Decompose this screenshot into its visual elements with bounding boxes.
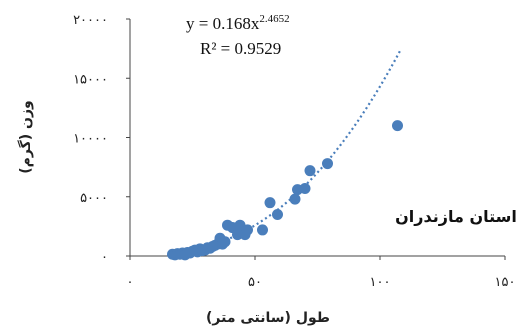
data-point [322, 158, 333, 170]
x-axis-title: طول (سانتی متر) [206, 310, 330, 326]
data-point [289, 193, 301, 205]
data-point [242, 224, 253, 236]
x-tick-label: ۰ [127, 275, 134, 290]
y-axis-title: وزن (گرم) [17, 100, 34, 174]
y-tick-label: ۱۵۰۰۰ [73, 72, 108, 87]
y-tick-label: ۱۰۰۰۰ [73, 132, 108, 147]
y-tick-label: ۵۰۰۰ [80, 191, 108, 206]
trendline-equation: y = 0.168x2.4652 [186, 13, 290, 33]
data-point [219, 236, 231, 248]
data-point [392, 120, 403, 132]
data-points [167, 120, 403, 261]
data-point [257, 224, 268, 236]
x-tick-label: ۵۰ [248, 275, 262, 290]
power-trendline [172, 50, 401, 255]
data-point [272, 209, 283, 221]
x-tick-label: ۱۵۰ [495, 275, 516, 290]
y-tick-label: ۰ [101, 250, 108, 265]
y-tick-label: ۲۰۰۰۰ [73, 13, 108, 28]
x-tick-labels: ۰ ۵۰ ۱۰۰ ۱۵۰ [127, 256, 516, 290]
y-tick-labels: ۰ ۵۰۰۰ ۱۰۰۰۰ ۱۵۰۰۰ ۲۰۰۰۰ [73, 13, 130, 265]
x-tick-label: ۱۰۰ [370, 275, 391, 290]
region-label: استان مازندران [395, 207, 517, 226]
data-point [304, 165, 316, 177]
data-point [299, 182, 311, 194]
data-point [264, 197, 276, 209]
r-squared-label: R² = 0.9529 [200, 39, 281, 58]
